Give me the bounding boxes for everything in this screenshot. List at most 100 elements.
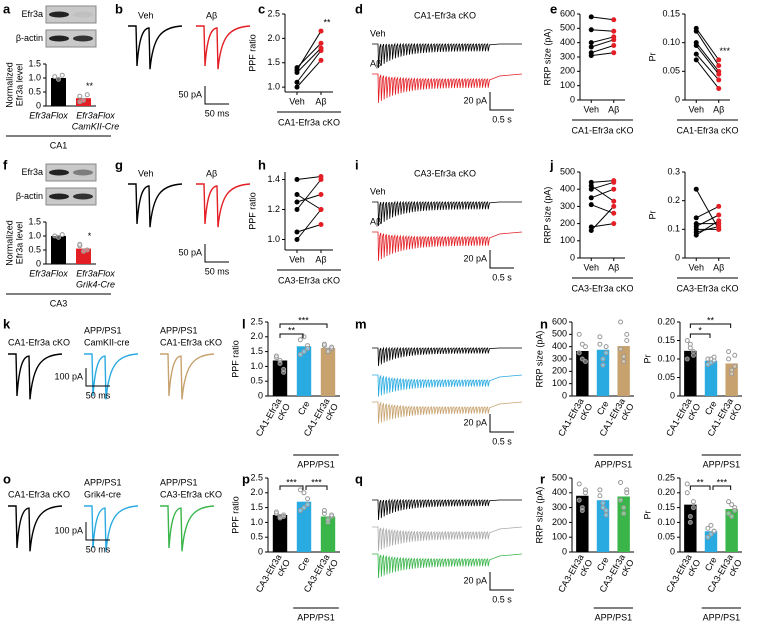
data-point bbox=[716, 86, 722, 92]
data-point bbox=[603, 512, 609, 518]
significance: ** bbox=[707, 315, 715, 325]
data-point bbox=[52, 74, 58, 80]
data-point bbox=[611, 17, 617, 23]
significance: ** bbox=[697, 477, 705, 487]
data-point bbox=[321, 508, 327, 514]
y-tick-label: 300 bbox=[552, 353, 567, 363]
y-tick-label: 0 bbox=[675, 252, 680, 262]
scale-label: 20 pA bbox=[463, 253, 487, 263]
blot-band bbox=[73, 193, 93, 200]
trace bbox=[160, 353, 215, 400]
scale-label: 50 ms bbox=[86, 544, 111, 554]
data-point bbox=[600, 500, 606, 506]
significance: * bbox=[698, 325, 702, 335]
blot-band bbox=[49, 169, 69, 176]
blot-strip bbox=[45, 5, 97, 24]
panel-label: p bbox=[242, 471, 250, 486]
y-tick-label: 1.5 bbox=[28, 216, 41, 226]
data-point bbox=[588, 183, 594, 189]
bar bbox=[596, 349, 610, 396]
data-point bbox=[611, 221, 617, 227]
data-point bbox=[716, 63, 722, 69]
x-tick-label: Cre bbox=[296, 555, 312, 573]
data-point bbox=[56, 234, 61, 240]
bar bbox=[704, 531, 718, 552]
data-point bbox=[597, 493, 603, 499]
x-tick-label: Efr3aFlox bbox=[29, 268, 68, 278]
pair-line bbox=[591, 16, 614, 21]
x-tick-label: Grik4-Cre bbox=[76, 279, 115, 289]
y-tick-label: 0 bbox=[675, 94, 680, 104]
data-point bbox=[684, 490, 690, 496]
data-point bbox=[621, 358, 627, 364]
bracket bbox=[689, 333, 711, 338]
y-tick-label: 2.0 bbox=[267, 33, 280, 43]
data-point bbox=[618, 319, 624, 325]
x-tick-label: Aβ bbox=[713, 262, 724, 272]
scale-label: 20 pA bbox=[463, 575, 487, 585]
significance: *** bbox=[717, 477, 728, 487]
group-label: APP/PS1 bbox=[297, 459, 335, 469]
y-tick-label: 0.1 bbox=[667, 224, 680, 234]
pair-line bbox=[591, 29, 614, 32]
pair-line bbox=[591, 204, 614, 214]
data-point bbox=[297, 337, 303, 343]
scale-bar bbox=[85, 368, 110, 387]
pair-line bbox=[296, 176, 322, 180]
scale-label: 50 ms bbox=[86, 390, 111, 400]
y-tick-label: 2.5 bbox=[250, 472, 263, 482]
y-tick-label: 1.4 bbox=[267, 174, 280, 184]
data-point bbox=[305, 502, 311, 508]
panel-label: n bbox=[540, 316, 548, 331]
y-tick-label: 1.0 bbox=[28, 230, 41, 240]
y-tick-label: 100 bbox=[560, 235, 575, 245]
data-point bbox=[618, 346, 624, 352]
panel-label: l bbox=[242, 316, 246, 331]
trace-label: Veh bbox=[138, 10, 154, 20]
blot-band bbox=[49, 35, 69, 42]
data-point bbox=[611, 198, 617, 204]
pair-line bbox=[696, 214, 719, 227]
data-point bbox=[576, 497, 582, 503]
scale-bar bbox=[204, 244, 229, 263]
panel-label: j bbox=[549, 157, 554, 172]
bar bbox=[725, 509, 738, 552]
data-point bbox=[684, 356, 690, 362]
blot-label: β-actin bbox=[16, 191, 43, 201]
data-point bbox=[618, 479, 624, 485]
data-point bbox=[576, 350, 582, 356]
trace-label: Aβ bbox=[370, 216, 381, 226]
significance: *** bbox=[311, 477, 322, 487]
y-tick-label: 0.3 bbox=[667, 166, 680, 176]
data-point bbox=[611, 186, 617, 192]
group-label: APP/PS1 bbox=[297, 612, 335, 622]
data-point bbox=[294, 237, 300, 242]
y-tick-label: 0 bbox=[562, 546, 567, 556]
pair-line bbox=[591, 188, 614, 199]
y-axis-label: Efr3a level bbox=[14, 222, 24, 265]
blot-label: Efr3a bbox=[21, 167, 43, 177]
y-tick-label: 100 bbox=[560, 80, 575, 90]
y-tick-label: 0 bbox=[258, 390, 263, 400]
scale-bar bbox=[489, 572, 514, 591]
group-label: APP/PS1 bbox=[703, 612, 741, 622]
y-tick-label: 100 bbox=[552, 378, 567, 388]
blot-strip bbox=[45, 187, 97, 206]
bar bbox=[617, 496, 630, 552]
data-point bbox=[708, 522, 714, 528]
y-tick-label: 0.5 bbox=[28, 86, 41, 96]
y-tick-label: 0.15 bbox=[657, 335, 675, 345]
data-point bbox=[281, 369, 287, 375]
data-point bbox=[294, 65, 300, 71]
trace-label: CA1-Efr3a cKO bbox=[8, 337, 70, 347]
y-tick-label: 0.20 bbox=[657, 316, 675, 326]
data-point bbox=[716, 57, 722, 63]
data-point bbox=[77, 93, 83, 99]
trace-label: APP/PS1 bbox=[84, 325, 122, 335]
data-point bbox=[597, 341, 603, 347]
group-label: APP/PS1 bbox=[703, 459, 741, 469]
data-point bbox=[716, 223, 722, 229]
data-point bbox=[621, 505, 627, 511]
pair-line bbox=[696, 205, 719, 219]
data-point bbox=[318, 45, 324, 51]
